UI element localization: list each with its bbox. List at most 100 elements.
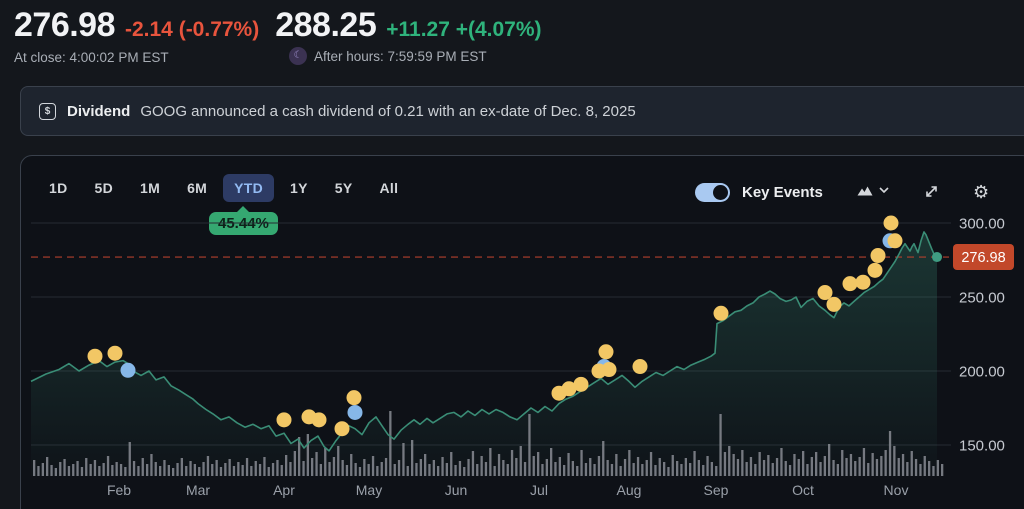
key-event-dot-yellow[interactable] xyxy=(842,276,858,292)
key-event-dot-yellow[interactable] xyxy=(855,274,871,290)
y-tick-label: 250.00 xyxy=(959,290,1005,307)
mountain-chart-icon xyxy=(857,186,873,196)
volume-bar xyxy=(306,434,309,476)
key-event-dot-yellow[interactable] xyxy=(713,305,729,321)
volume-bar xyxy=(667,467,670,476)
regular-market-change: -2.14 (-0.77%) xyxy=(125,18,260,41)
range-tabs: 1D 5D 1M 6M YTD 1Y 5Y All xyxy=(49,174,399,202)
range-tab-all[interactable]: All xyxy=(379,180,399,196)
key-event-dot-yellow[interactable] xyxy=(573,376,589,392)
key-event-dot-yellow[interactable] xyxy=(87,348,103,364)
volume-bar xyxy=(875,459,879,476)
volume-bar xyxy=(124,467,127,476)
key-event-dot-yellow[interactable] xyxy=(817,285,833,301)
volume-bar xyxy=(198,467,201,476)
key-event-dot-yellow[interactable] xyxy=(107,345,123,361)
volume-bar xyxy=(302,461,305,476)
key-event-dot-blue[interactable] xyxy=(120,362,136,378)
volume-bar xyxy=(406,466,409,476)
key-event-dot-yellow[interactable] xyxy=(632,359,648,375)
chart-type-button[interactable] xyxy=(857,184,889,196)
volume-bar xyxy=(363,459,366,476)
volume-bar xyxy=(345,465,349,476)
volume-bar xyxy=(502,460,505,476)
volume-bar xyxy=(267,467,270,476)
key-event-dot-yellow[interactable] xyxy=(867,262,883,278)
range-tab-1m[interactable]: 1M xyxy=(140,180,161,196)
volume-bar xyxy=(793,454,796,476)
volume-bar xyxy=(815,452,818,476)
volume-bar xyxy=(224,463,227,476)
volume-bar xyxy=(597,456,601,476)
range-tab-1y[interactable]: 1Y xyxy=(290,180,308,196)
volume-bar xyxy=(649,452,653,476)
key-event-dot-yellow[interactable] xyxy=(346,390,362,406)
x-tick-label-apr: Apr xyxy=(273,482,295,498)
volume-bar xyxy=(919,464,922,476)
volume-bar xyxy=(37,466,40,476)
volume-bar xyxy=(819,462,822,476)
key-event-dot-yellow[interactable] xyxy=(826,296,842,312)
volume-bar xyxy=(332,457,336,476)
y-tick-label: 300.00 xyxy=(959,216,1005,233)
range-tab-5y[interactable]: 5Y xyxy=(334,180,353,196)
key-event-dot-yellow[interactable] xyxy=(870,248,886,264)
volume-bar xyxy=(663,462,666,476)
volume-bar xyxy=(567,453,570,476)
range-tab-ytd[interactable]: YTD xyxy=(223,174,275,202)
range-tab-1d[interactable]: 1D xyxy=(49,180,68,196)
key-event-dot-yellow[interactable] xyxy=(311,412,327,428)
volume-bar xyxy=(519,446,522,476)
volume-bar xyxy=(98,466,101,476)
volume-bar xyxy=(150,454,153,476)
key-event-dot-yellow[interactable] xyxy=(883,215,899,231)
volume-bar xyxy=(450,452,453,476)
key-event-dot-yellow[interactable] xyxy=(334,421,350,437)
volume-bar xyxy=(54,468,57,476)
volume-bar xyxy=(497,454,501,476)
volume-bar xyxy=(441,457,444,476)
volume-bar xyxy=(176,463,179,476)
volume-bar xyxy=(189,461,192,476)
volume-bar xyxy=(684,458,687,476)
volume-bar xyxy=(558,457,561,476)
key-event-dot-blue[interactable] xyxy=(347,404,363,420)
price-chart-svg[interactable]: 300.00 250.00 200.00 150.00 276.98 Feb Mar Apr M… xyxy=(21,211,1024,509)
range-tab-6m[interactable]: 6M xyxy=(187,180,208,196)
volume-bar xyxy=(923,456,926,476)
volume-bar xyxy=(397,460,401,476)
volume-bar xyxy=(823,456,826,476)
volume-bar xyxy=(632,463,635,476)
after-hours-note: After hours: 7:59:59 PM EST xyxy=(314,48,487,64)
volume-bar xyxy=(788,465,792,476)
key-event-dot-yellow[interactable] xyxy=(601,362,617,378)
x-tick-label-oct: Oct xyxy=(792,482,814,498)
key-event-dot-yellow[interactable] xyxy=(598,344,614,360)
dividend-banner-label: Dividend xyxy=(67,102,131,120)
expand-chart-button[interactable] xyxy=(924,184,939,199)
gear-icon[interactable]: ⚙ xyxy=(973,182,990,203)
range-tab-5d[interactable]: 5D xyxy=(94,180,113,196)
volume-bar xyxy=(723,452,727,476)
key-event-dot-yellow[interactable] xyxy=(276,412,292,428)
latest-price-dot xyxy=(932,252,942,263)
volume-bar xyxy=(350,454,353,476)
after-hours-note-group: ☾ After hours: 7:59:59 PM EST xyxy=(289,47,487,65)
volume-bar xyxy=(59,462,62,476)
volume-bar xyxy=(623,459,627,476)
key-events-toggle[interactable] xyxy=(695,183,730,202)
volume-bar xyxy=(888,431,892,476)
volume-bar xyxy=(354,463,357,476)
volume-bar xyxy=(523,462,527,476)
volume-bar xyxy=(72,464,75,476)
volume-bar xyxy=(111,465,114,476)
volume-bar xyxy=(749,457,753,476)
volume-bar xyxy=(758,452,761,476)
key-event-dot-yellow[interactable] xyxy=(887,233,903,249)
key-event-dot-yellow[interactable] xyxy=(561,381,577,397)
volume-bar xyxy=(571,461,574,476)
volume-bar xyxy=(193,464,196,476)
volume-bar xyxy=(841,450,844,476)
volume-bar xyxy=(132,461,136,476)
volume-bar xyxy=(880,456,883,476)
